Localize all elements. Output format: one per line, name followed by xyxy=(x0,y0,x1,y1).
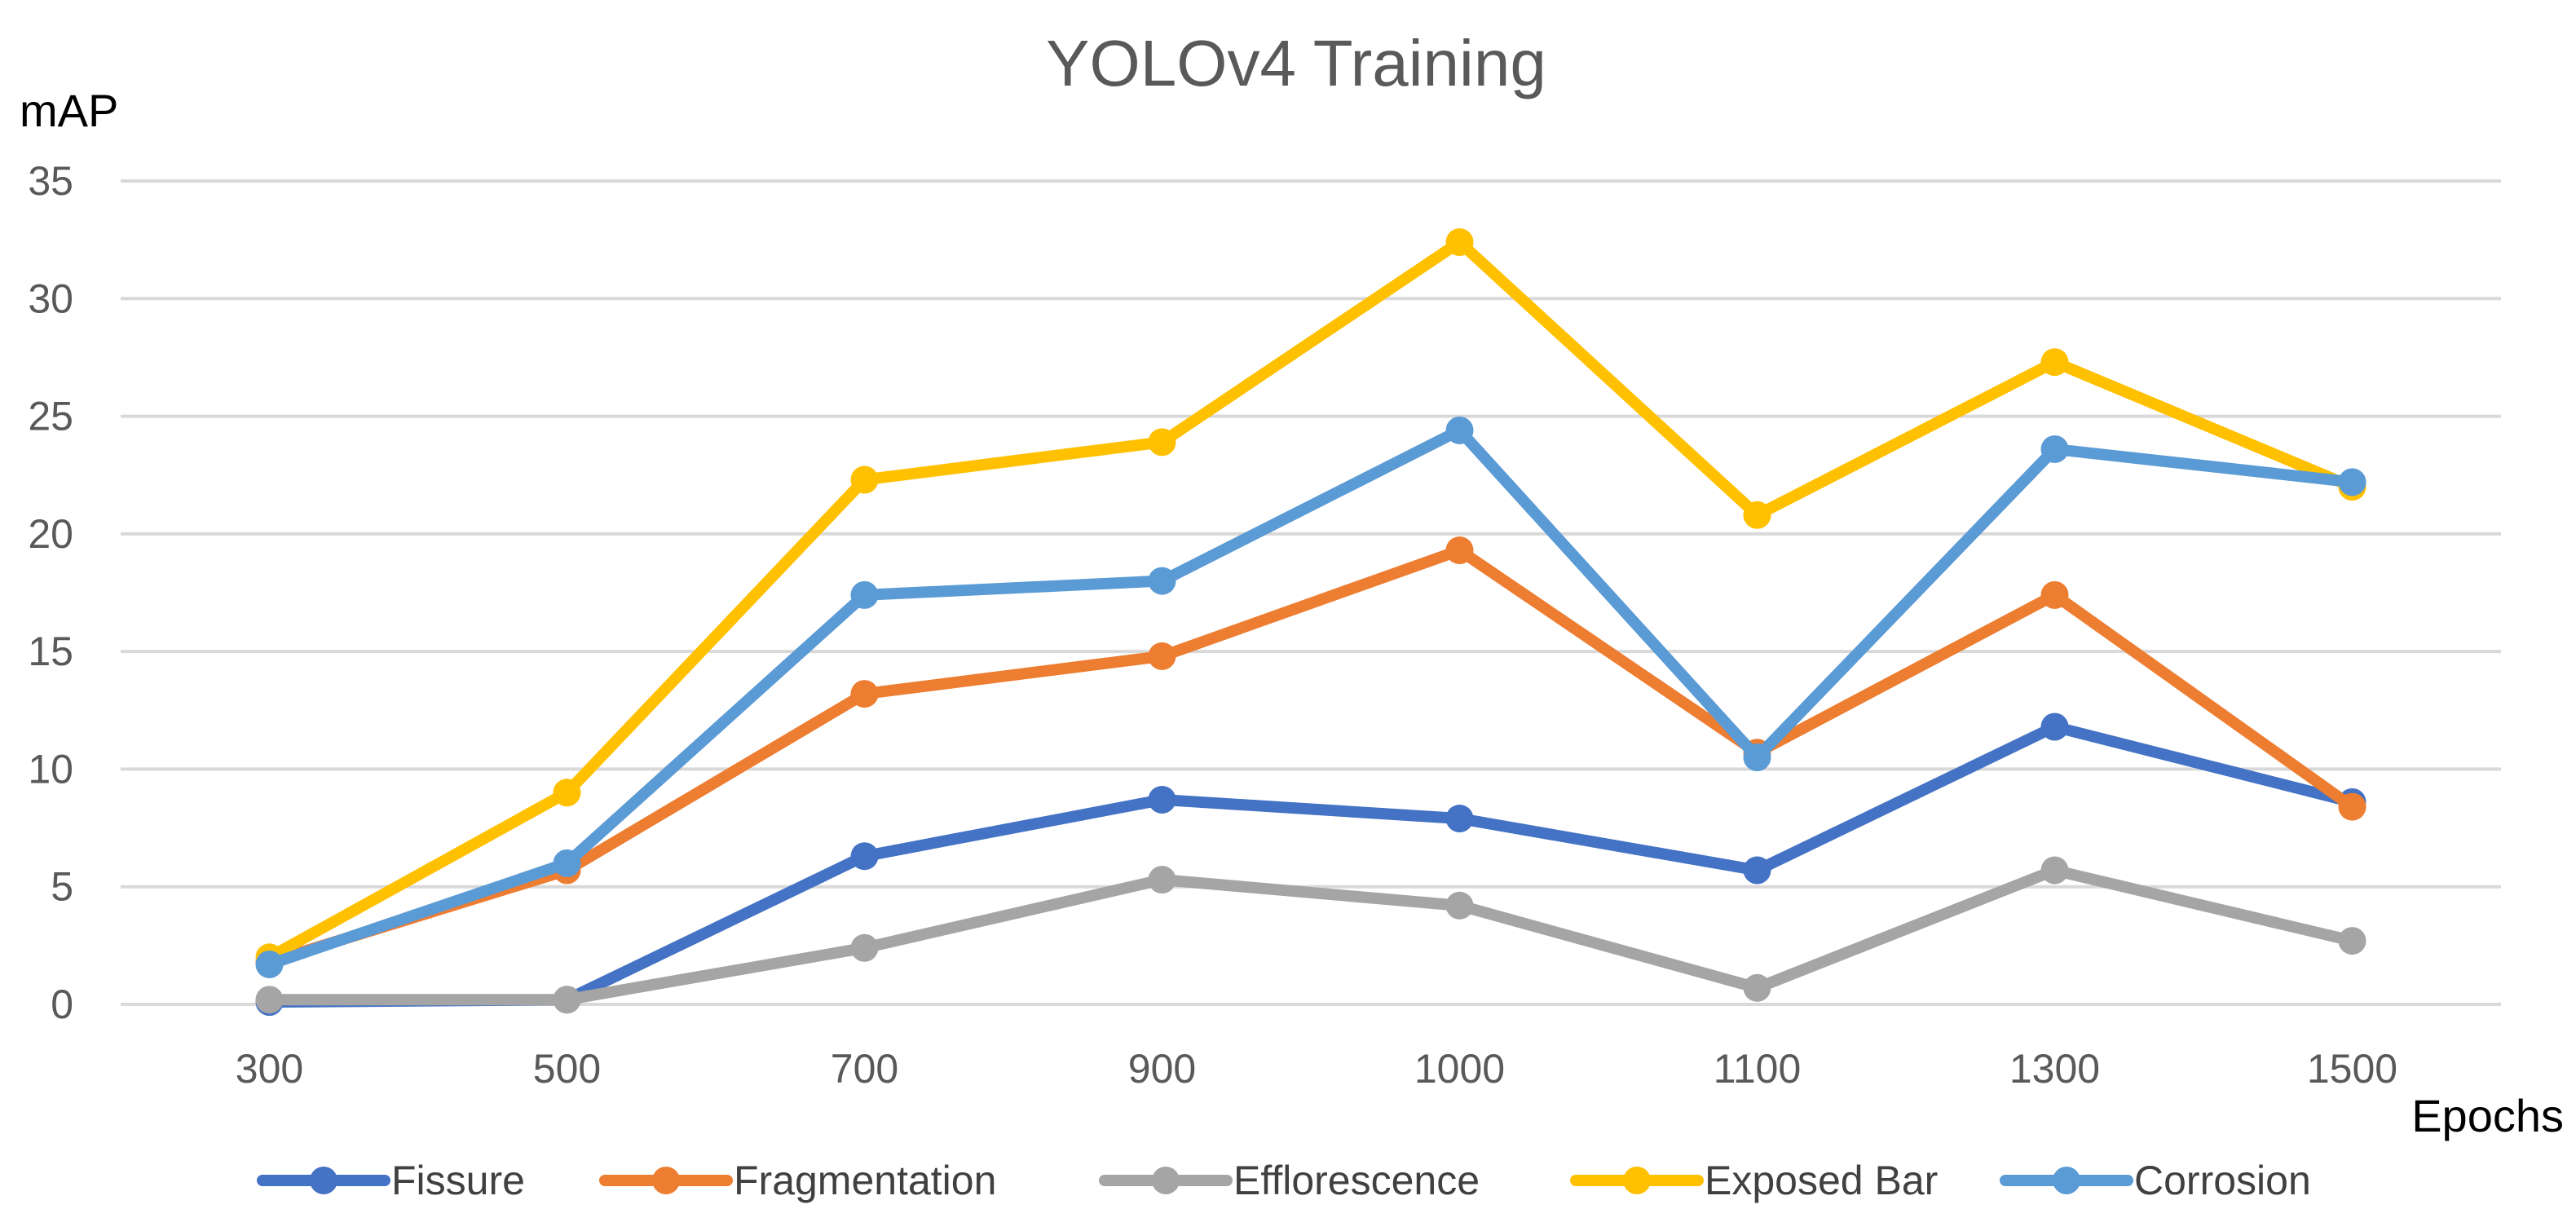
series-line xyxy=(263,864,2358,1006)
data-point xyxy=(2040,435,2069,463)
x-tick-label: 1100 xyxy=(1714,1046,1802,1092)
x-tick-label: 900 xyxy=(1128,1046,1196,1092)
data-point xyxy=(1148,866,1176,894)
series-lines xyxy=(255,228,2366,1017)
legend-item: Efflorescence xyxy=(1099,1158,1480,1203)
x-tick-label: 700 xyxy=(831,1046,898,1092)
series-fragmentation xyxy=(255,536,2366,977)
data-point xyxy=(2338,792,2366,821)
x-tick-label: 300 xyxy=(236,1046,303,1092)
y-tick-label: 35 xyxy=(28,158,73,204)
legend-item: Corrosion xyxy=(2000,1158,2311,1203)
data-point xyxy=(2040,348,2069,377)
legend-item: Exposed Bar xyxy=(1570,1158,1938,1203)
legend-swatch-marker xyxy=(1623,1167,1651,1194)
y-tick-label: 10 xyxy=(28,746,73,792)
y-tick-label: 0 xyxy=(51,982,73,1027)
data-point xyxy=(850,933,879,962)
y-tick-label: 25 xyxy=(28,394,73,439)
x-axis-ticks: 300 500 700 900 1000 1100 1300 1500 xyxy=(236,1046,2397,1092)
data-point xyxy=(1148,428,1176,457)
data-point xyxy=(1148,642,1176,670)
legend-swatch-marker xyxy=(652,1167,680,1194)
series-line xyxy=(263,236,2358,964)
data-point xyxy=(553,779,581,807)
data-point xyxy=(1445,891,1474,920)
x-tick-label: 500 xyxy=(533,1046,601,1092)
data-point xyxy=(1148,567,1176,595)
y-axis-ticks: 0 5 10 15 20 25 30 35 xyxy=(28,158,73,1027)
data-point xyxy=(850,465,879,494)
legend-label: Fragmentation xyxy=(734,1158,996,1203)
data-point xyxy=(2040,580,2069,609)
legend-swatch-marker xyxy=(2053,1167,2080,1194)
data-point xyxy=(1445,228,1474,257)
data-point xyxy=(1743,856,1771,885)
legend-label: Exposed Bar xyxy=(1705,1158,1938,1203)
x-tick-label: 1300 xyxy=(2009,1046,2100,1092)
series-line xyxy=(263,721,2358,1008)
legend-swatch-marker xyxy=(1152,1167,1180,1194)
data-point xyxy=(2338,468,2366,496)
gridlines xyxy=(121,179,2501,1006)
data-point xyxy=(1148,785,1176,814)
data-point xyxy=(1445,416,1474,444)
y-tick-label: 30 xyxy=(28,276,73,321)
data-point xyxy=(850,842,879,871)
data-point xyxy=(1743,501,1771,529)
series-efflorescence xyxy=(255,856,2366,1014)
data-point xyxy=(1743,973,1771,1002)
x-axis-title: Epochs xyxy=(2411,1090,2564,1141)
legend-label: Efflorescence xyxy=(1233,1158,1480,1203)
data-point xyxy=(2040,713,2069,741)
legend-item: Fissure xyxy=(257,1158,525,1203)
chart-title: YOLOv4 Training xyxy=(1046,27,1546,99)
data-point xyxy=(2040,856,2069,885)
legend-label: Fissure xyxy=(391,1158,525,1203)
legend-label: Corrosion xyxy=(2134,1158,2311,1203)
legend-swatch-marker xyxy=(310,1167,337,1194)
data-point xyxy=(2338,927,2366,955)
data-point xyxy=(1743,743,1771,771)
data-point xyxy=(850,580,879,609)
x-tick-label: 1000 xyxy=(1414,1046,1505,1092)
data-point xyxy=(1445,805,1474,833)
legend: Fissure Fragmentation Efflorescence Exposed… xyxy=(257,1158,2311,1203)
data-point xyxy=(553,849,581,877)
series-line xyxy=(263,545,2358,968)
data-point xyxy=(850,680,879,708)
y-axis-title: mAP xyxy=(20,85,118,136)
data-point xyxy=(1445,536,1474,565)
data-point xyxy=(553,986,581,1014)
y-tick-label: 20 xyxy=(28,511,73,557)
y-tick-label: 15 xyxy=(28,629,73,674)
series-corrosion xyxy=(255,416,2366,978)
data-point xyxy=(255,986,284,1014)
y-tick-label: 5 xyxy=(51,864,73,910)
legend-item: Fragmentation xyxy=(599,1158,996,1203)
data-point xyxy=(255,950,284,978)
series-exposed-bar xyxy=(255,228,2366,972)
x-tick-label: 1500 xyxy=(2307,1046,2397,1092)
series-line xyxy=(263,424,2358,970)
